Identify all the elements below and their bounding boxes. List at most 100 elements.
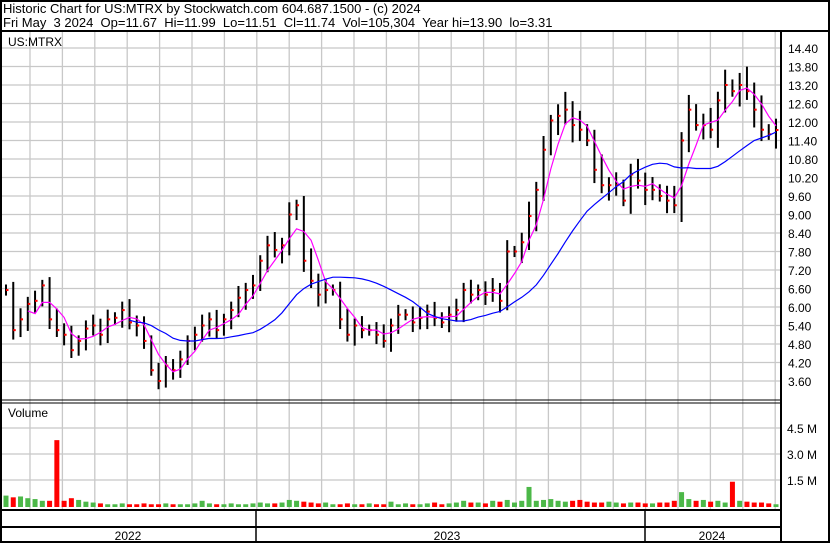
close-tick <box>601 184 605 187</box>
volume-bar <box>577 499 583 507</box>
close-tick <box>20 318 24 321</box>
volume-bar <box>700 499 706 507</box>
close-tick <box>173 369 176 372</box>
close-tick <box>674 204 677 207</box>
volume-bar <box>453 502 459 507</box>
volume-bar <box>744 501 750 507</box>
volume-bar <box>388 501 394 507</box>
close-tick <box>6 289 9 292</box>
close-tick <box>64 333 67 336</box>
close-tick <box>252 284 256 287</box>
close-tick <box>499 299 503 302</box>
close-tick <box>572 124 576 127</box>
volume-bar <box>141 503 147 507</box>
volume-bar <box>156 504 162 507</box>
volume-bar <box>613 502 619 507</box>
volume-bar <box>10 497 16 507</box>
volume-bar <box>39 500 45 507</box>
volume-tick-label: 4.5 M <box>787 422 817 436</box>
volume-bar <box>584 501 590 507</box>
volume-tick-label: 1.5 M <box>787 474 817 488</box>
volume-bar <box>54 440 60 507</box>
volume-bar <box>591 502 597 507</box>
price-tick-label: 7.20 <box>788 264 812 278</box>
volume-bar <box>32 499 38 507</box>
close-tick <box>282 244 285 247</box>
volume-bar <box>468 502 474 507</box>
close-tick <box>463 289 467 292</box>
volume-bar <box>272 503 278 507</box>
close-tick <box>449 313 452 316</box>
volume-bar <box>18 496 24 507</box>
volume-bar <box>657 502 663 507</box>
close-tick <box>441 321 445 324</box>
volume-bar <box>221 504 227 507</box>
close-tick <box>216 329 220 332</box>
volume-bar <box>475 502 481 507</box>
volume-bar <box>526 486 532 507</box>
price-tick-label: 4.80 <box>788 338 812 352</box>
volume-bar <box>265 503 271 507</box>
close-tick <box>405 313 409 316</box>
volume-bar <box>606 501 612 507</box>
volume-bar <box>737 500 743 507</box>
volume-bar <box>679 492 685 507</box>
volume-bar <box>25 498 31 507</box>
volume-bar <box>294 500 300 507</box>
year-label: 2023 <box>434 529 461 543</box>
price-tick-label: 14.40 <box>788 42 818 56</box>
volume-bar <box>148 504 154 507</box>
volume-bar <box>97 503 103 507</box>
year-label: 2022 <box>115 529 142 543</box>
close-tick <box>376 333 379 336</box>
close-tick <box>289 213 292 216</box>
close-tick <box>652 188 656 191</box>
price-tick-label: 5.40 <box>788 320 812 334</box>
close-tick <box>56 329 60 332</box>
moving-average-short <box>27 87 777 373</box>
volume-bar <box>548 499 554 507</box>
volume-bar <box>199 500 205 507</box>
close-tick <box>688 108 692 111</box>
close-tick <box>732 90 735 93</box>
volume-bar <box>620 503 626 507</box>
close-tick <box>536 188 539 191</box>
close-tick <box>645 188 648 191</box>
price-tick-label: 10.80 <box>788 153 818 167</box>
volume-bar <box>766 503 772 507</box>
close-tick <box>529 215 532 218</box>
volume-bar <box>308 502 314 507</box>
close-tick <box>318 293 321 296</box>
volume-bar <box>228 503 234 507</box>
close-tick <box>274 248 278 251</box>
close-tick <box>144 339 147 342</box>
volume-bar <box>758 502 764 507</box>
volume-bar <box>722 502 728 507</box>
price-tick-label: 7.80 <box>788 246 812 260</box>
close-tick <box>710 128 714 131</box>
close-tick <box>761 128 764 131</box>
close-tick <box>303 259 307 262</box>
close-tick <box>521 241 525 244</box>
volume-bar <box>555 500 561 507</box>
volume-bar <box>628 502 634 507</box>
close-tick <box>100 333 103 336</box>
close-tick <box>361 329 365 332</box>
volume-bar <box>664 502 670 507</box>
volume-bar <box>47 500 53 507</box>
volume-bar <box>708 501 714 507</box>
volume-bar <box>511 502 517 507</box>
close-tick <box>398 313 401 316</box>
volume-bar <box>729 481 735 507</box>
close-tick <box>354 324 358 327</box>
close-tick <box>608 184 612 187</box>
volume-bar <box>432 502 438 507</box>
close-tick <box>776 129 779 132</box>
volume-bar <box>599 502 605 507</box>
volume-bar <box>126 504 132 507</box>
close-tick <box>85 327 89 330</box>
volume-bar <box>642 503 648 507</box>
volume-bar <box>773 504 779 507</box>
close-tick <box>492 289 496 292</box>
volume-bar <box>344 503 350 507</box>
